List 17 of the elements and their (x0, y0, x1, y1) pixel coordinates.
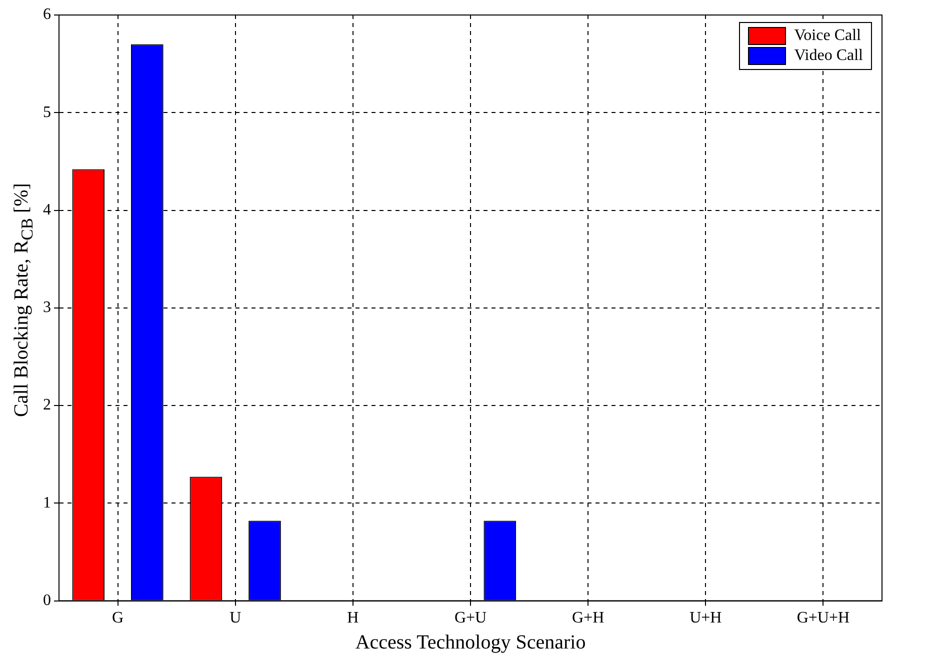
legend-label: Voice Call (794, 26, 861, 46)
x-axis-title: Access Technology Scenario (355, 631, 586, 654)
y-tick-label: 1 (43, 494, 51, 512)
y-tick-label: 0 (43, 592, 51, 610)
x-tick-label: U (230, 610, 242, 627)
x-tick-label: G+U+H (796, 610, 850, 627)
y-tick-label: 6 (43, 6, 51, 24)
legend-label: Video Call (794, 46, 863, 66)
y-tick-label: 2 (43, 396, 51, 414)
x-tick-label: G+U (454, 610, 488, 627)
y-tick-label: 4 (43, 201, 51, 218)
y-tick-label: 5 (43, 104, 51, 121)
x-tick-label: G (112, 610, 124, 627)
x-tick-label: G+H (572, 610, 605, 627)
x-tick-label: U+H (690, 610, 722, 627)
x-tick-label: H (347, 610, 360, 627)
y-tick-label: 3 (43, 299, 51, 316)
